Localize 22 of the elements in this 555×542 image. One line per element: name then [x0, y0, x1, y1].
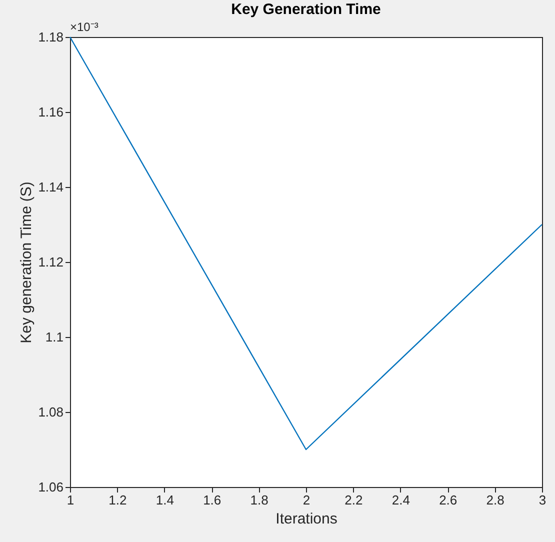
- y-tick-label: 1.18: [38, 30, 64, 44]
- x-tick-label: 1: [66, 492, 74, 508]
- x-tick-label: 2.4: [392, 492, 410, 508]
- y-tick-label: 1.08: [38, 404, 64, 420]
- x-tick-label: 2: [302, 492, 310, 508]
- x-axis-title: Iterations: [276, 510, 338, 528]
- y-tick-label: 1.12: [38, 254, 64, 270]
- y-axis-title: Key generation Time (S): [18, 182, 36, 344]
- y-tick-label: 1.16: [38, 104, 64, 120]
- chart-title: Key Generation Time: [231, 1, 381, 18]
- x-tick-label: 1.6: [203, 492, 222, 508]
- y-tick-label: 1.06: [38, 480, 64, 494]
- x-tick-label: 2.2: [344, 492, 363, 508]
- x-tick-label: 3: [538, 492, 546, 508]
- text: ×10⁻³: [70, 20, 98, 34]
- x-tick-label: 1.4: [156, 492, 174, 508]
- x-tick-label: 1.8: [250, 492, 268, 508]
- x-tick-label: 2.8: [486, 492, 504, 508]
- x-tick-label: 1.2: [108, 492, 127, 508]
- y-tick-label: 1.1: [45, 330, 64, 344]
- x-tick-label: 2.6: [439, 492, 458, 508]
- y-tick-label: 1.14: [38, 180, 64, 194]
